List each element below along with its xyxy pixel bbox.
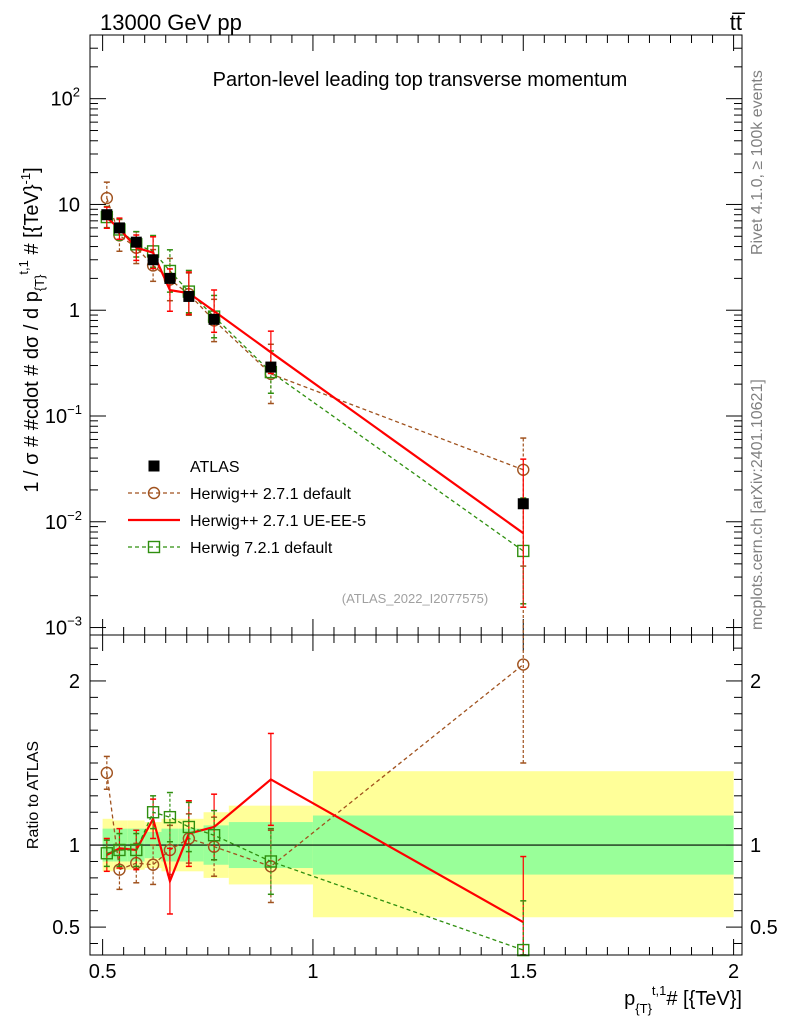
x-tick-label: 2 (728, 961, 739, 983)
legend-label-atlas: ATLAS (190, 459, 240, 476)
ratio-herwig7-point (100, 847, 114, 860)
ratio-y-tick-label-left: 2 (69, 671, 80, 693)
main-y-tick-label: 102 (51, 85, 80, 111)
main-atlas-point (517, 498, 529, 510)
ratio-y-tick-label-left: 0.5 (52, 917, 80, 939)
main-atlas-point (208, 313, 220, 325)
main-y-tick-label: 10 (58, 194, 80, 216)
ratio-herwig7-point (146, 806, 160, 819)
ratio-herwig7-point (207, 829, 221, 842)
ratio-herwigpp_default-point (517, 658, 530, 671)
main-atlas-point (147, 254, 159, 266)
legend-label-herwig7: Herwig 7.2.1 default (190, 540, 333, 557)
main-y-tick-label: 1 (69, 300, 80, 322)
x-axis-label: p{T}t,1# [{TeV}] (624, 983, 742, 1016)
main-atlas-point (265, 361, 277, 373)
main-atlas-point (164, 272, 176, 284)
main-atlas-point (113, 222, 125, 234)
main-herwigpp_default-line (106, 197, 524, 471)
ratio-y-tick-label-left: 1 (69, 835, 80, 857)
legend-marker-atlas (148, 460, 160, 472)
main-y-tick-label: 10−2 (45, 508, 82, 534)
ratio-y-tick-label-right: 0.5 (750, 917, 778, 939)
ratio-herwig7-point (130, 843, 143, 857)
ratio-herwig7-line (106, 811, 524, 951)
legend-marker-herwigpp_default (147, 486, 161, 500)
ratio-y-tick-label-right: 1 (750, 835, 761, 857)
main-y-tick-label: 10−3 (45, 614, 82, 640)
ratio-herwigpp_default-point (146, 858, 160, 871)
main-y-axis-label: 1 / σ # #cdot # dσ / d p{T}t,1 # [{TeV}-… (16, 167, 47, 492)
ratio-y-tick-label-right: 2 (750, 671, 761, 693)
ratio-plot: 0.5 1 1.5 2 0.5 0.5 1 1 2 2 (52, 565, 778, 983)
main-atlas-point (183, 290, 195, 302)
x-tick-label: 0.5 (89, 961, 117, 983)
ratio-herwig7-point (182, 820, 196, 834)
header-process: 13000 GeV pp (100, 10, 242, 35)
ratio-herwigpp_default-point (100, 766, 114, 780)
x-tick-label: 1.5 (509, 961, 537, 983)
ratio-herwig7-point (264, 855, 278, 868)
ratio-plot-frame (89, 634, 743, 956)
main-plot: 10−3 10−2 10−1 1 10 102 (45, 34, 742, 640)
legend-marker-herwig7 (147, 540, 161, 554)
main-atlas-point (101, 209, 113, 221)
main-atlas-point (130, 236, 142, 248)
legend-label-herwigpp_default: Herwig++ 2.7.1 default (190, 486, 352, 503)
rivet-version-label: Rivet 4.1.0, ≥ 100k events (749, 70, 766, 255)
mcplots-label: mcplots.cern.ch [arXiv:2401.10621] (749, 379, 766, 630)
ratio-herwig7-point (113, 843, 126, 857)
main-y-tick-label: 10−1 (45, 402, 82, 428)
legend-label-herwigpp_ueee5: Herwig++ 2.7.1 UE-EE-5 (190, 513, 366, 530)
analysis-id: (ATLAS_2022_I2077575) (342, 591, 488, 606)
legend: ATLAS Herwig++ 2.7.1 default Herwig++ 2.7.… (128, 459, 366, 557)
ratio-herwig7-point (163, 810, 177, 824)
ratio-y-axis-label: Ratio to ATLAS (25, 741, 42, 849)
header-final-state: tt̅ (730, 10, 746, 35)
main-plot-frame (89, 34, 743, 636)
ratio-herwig7-point (517, 943, 530, 957)
main-herwigpp_default-point (100, 191, 114, 205)
plot-title: Parton-level leading top transverse mome… (213, 69, 628, 91)
x-tick-label: 1 (307, 961, 318, 983)
